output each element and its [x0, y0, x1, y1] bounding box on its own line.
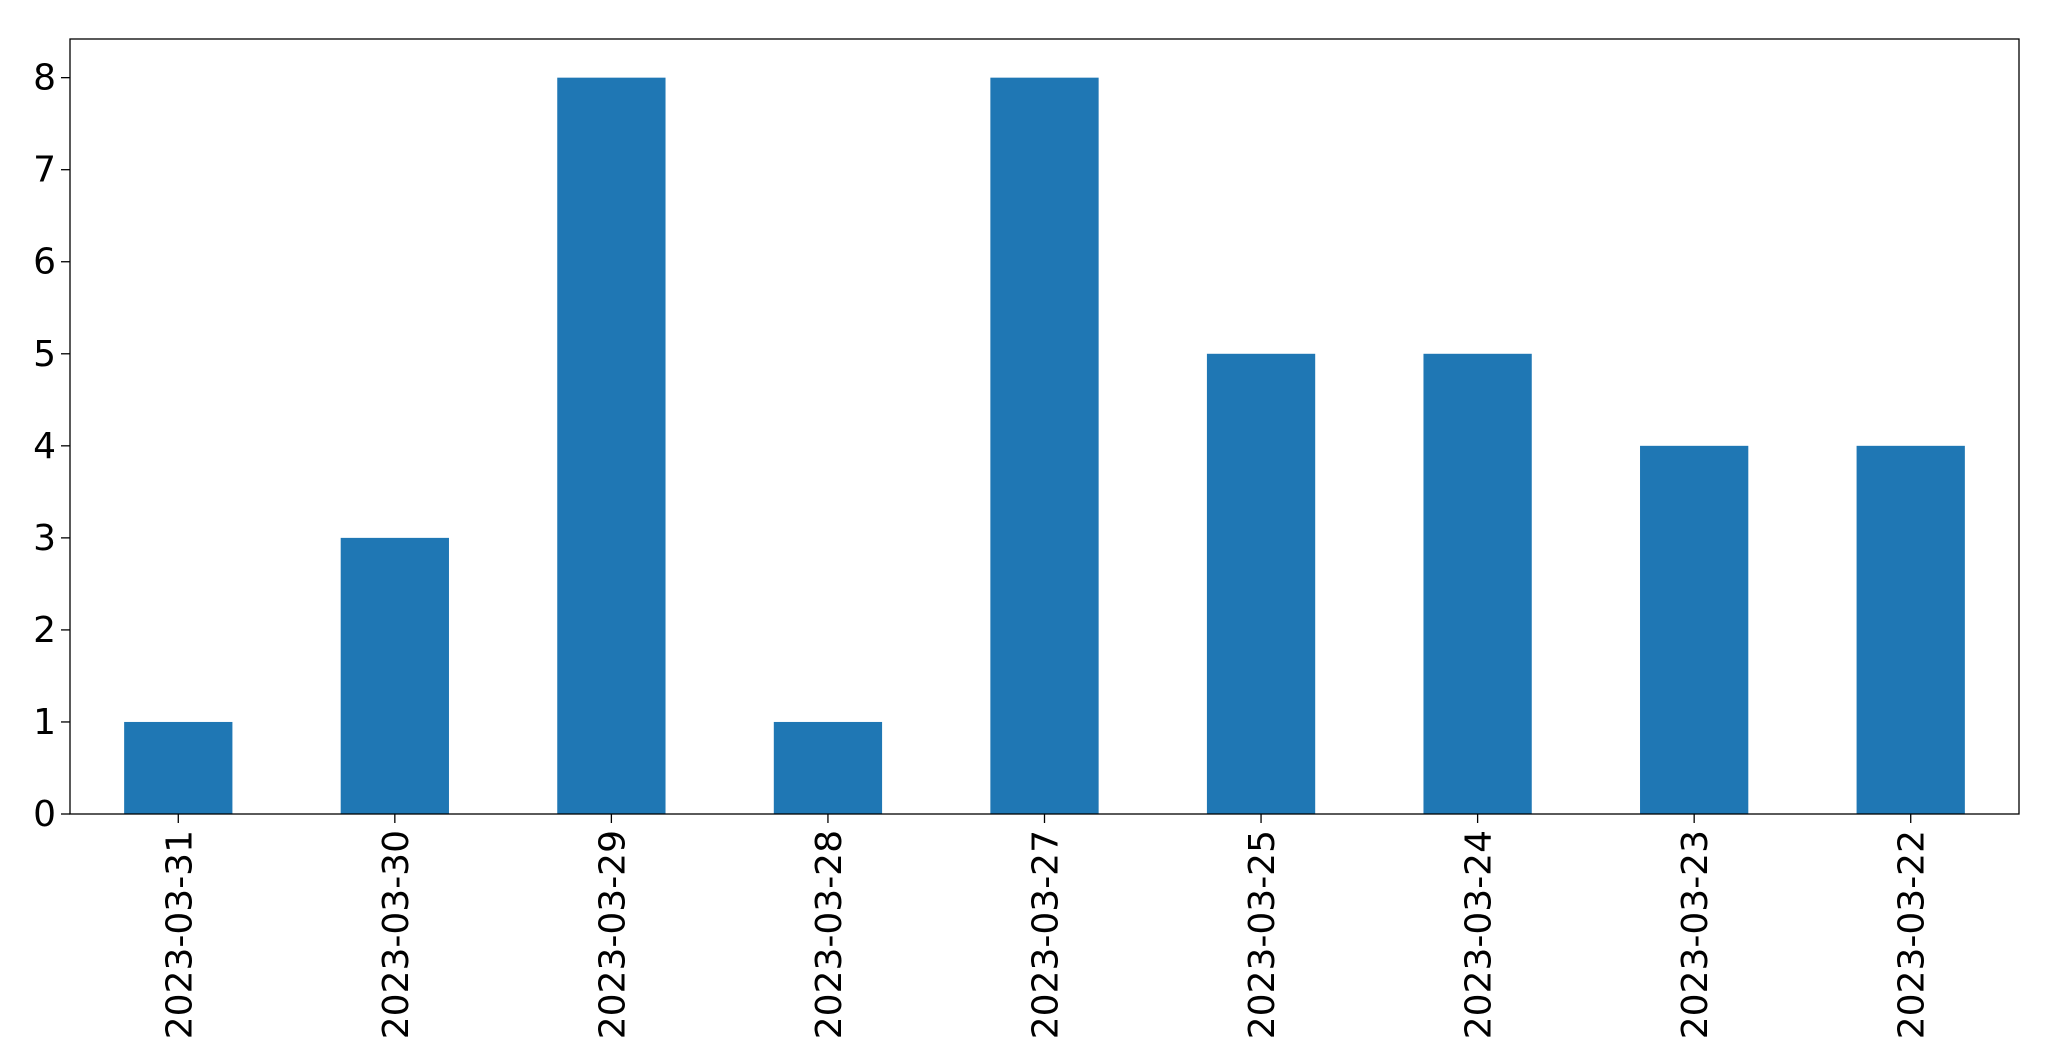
bar: [340, 537, 449, 814]
x-tick-label: 2023-03-22: [1892, 830, 1933, 1039]
y-tick-label: 5: [33, 334, 56, 375]
y-tick-label: 0: [33, 794, 56, 835]
x-tick-label: 2023-03-27: [1026, 830, 1067, 1039]
bar: [1856, 445, 1965, 814]
bar: [1423, 353, 1532, 814]
x-tick-label: 2023-03-30: [376, 830, 417, 1039]
bar: [557, 77, 666, 814]
x-tick-label: 2023-03-24: [1459, 830, 1500, 1039]
bar: [773, 721, 883, 814]
y-tick-label: 6: [33, 242, 56, 283]
y-tick-label: 2: [33, 610, 56, 651]
x-tick-label: 2023-03-29: [592, 830, 633, 1039]
bar: [1206, 353, 1316, 814]
bar: [1640, 445, 1749, 814]
y-tick-label: 3: [33, 518, 56, 559]
x-tick-label: 2023-03-23: [1675, 830, 1716, 1039]
y-tick-label: 1: [33, 702, 56, 743]
x-tick-label: 2023-03-28: [809, 830, 850, 1039]
bar: [124, 721, 233, 814]
x-tick-label: 2023-03-31: [159, 830, 200, 1039]
x-tick-label: 2023-03-25: [1242, 830, 1283, 1039]
y-tick-label: 4: [33, 426, 56, 467]
plot-frame: [69, 38, 2020, 815]
y-tick-label: 7: [33, 150, 56, 191]
y-tick-label: 8: [33, 58, 56, 99]
bar: [990, 77, 1099, 814]
